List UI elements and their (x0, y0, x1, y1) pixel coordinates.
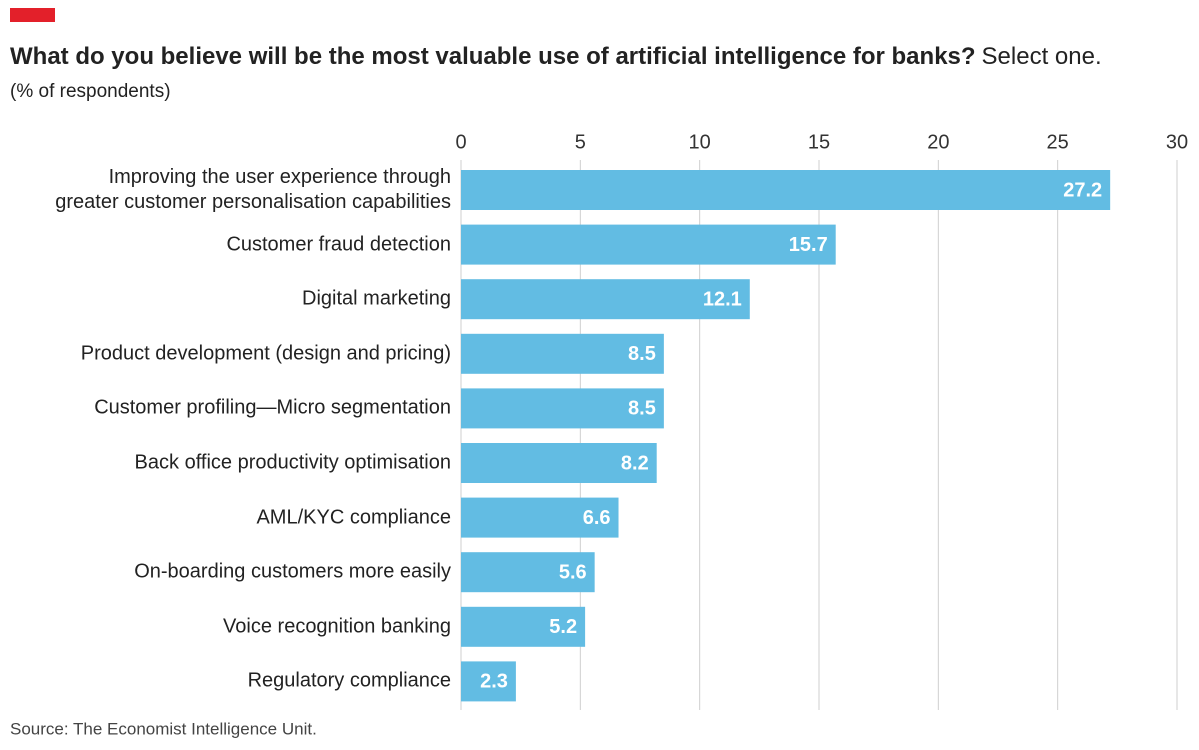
value-label: 27.2 (1063, 179, 1102, 201)
category-label: Improving the user experience through gr… (55, 166, 451, 213)
brand-tag (10, 8, 55, 22)
bar (461, 606, 586, 647)
bar (461, 333, 664, 374)
value-label: 5.6 (559, 561, 587, 583)
bar (461, 388, 664, 429)
x-tick-label: 0 (455, 131, 466, 153)
x-tick-label: 30 (1166, 131, 1188, 153)
value-label: 8.5 (628, 343, 656, 365)
value-label: 8.2 (621, 452, 649, 474)
x-tick-label: 20 (927, 131, 949, 153)
bar (461, 497, 619, 538)
category-label: Digital marketing (302, 287, 451, 310)
bar (461, 443, 657, 483)
category-label: AML/KYC compliance (256, 506, 451, 529)
bar (461, 661, 516, 702)
category-label: On-boarding customers more easily (134, 560, 451, 583)
category-label: Customer fraud detection (226, 233, 451, 256)
subtitle: (% of respondents) (10, 81, 171, 102)
source: Source: The Economist Intelligence Unit. (10, 719, 317, 738)
bar (461, 224, 836, 265)
x-tick-label: 5 (575, 131, 586, 153)
category-label: Back office productivity optimisation (134, 451, 451, 474)
value-label: 12.1 (703, 288, 742, 310)
category-label: Regulatory compliance (247, 669, 451, 692)
bar (461, 170, 1111, 210)
title-main: What do you believe will be the most val… (10, 43, 976, 70)
bar (461, 279, 750, 320)
chart-title: What do you believe will be the most val… (10, 43, 1102, 70)
x-tick-label: 25 (1047, 131, 1069, 153)
x-tick-label: 10 (689, 131, 711, 153)
category-label: Product development (design and pricing) (80, 342, 451, 365)
title-note: Select one. (982, 43, 1102, 70)
value-label: 15.7 (789, 234, 828, 256)
value-label: 2.3 (480, 671, 508, 693)
x-tick-label: 15 (808, 131, 830, 153)
category-label: Voice recognition banking (223, 615, 451, 638)
value-label: 6.6 (583, 507, 611, 529)
value-label: 8.5 (628, 398, 656, 420)
category-label: Customer profiling—Micro segmentation (94, 396, 451, 419)
value-label: 5.2 (549, 616, 577, 638)
bar (461, 552, 595, 593)
